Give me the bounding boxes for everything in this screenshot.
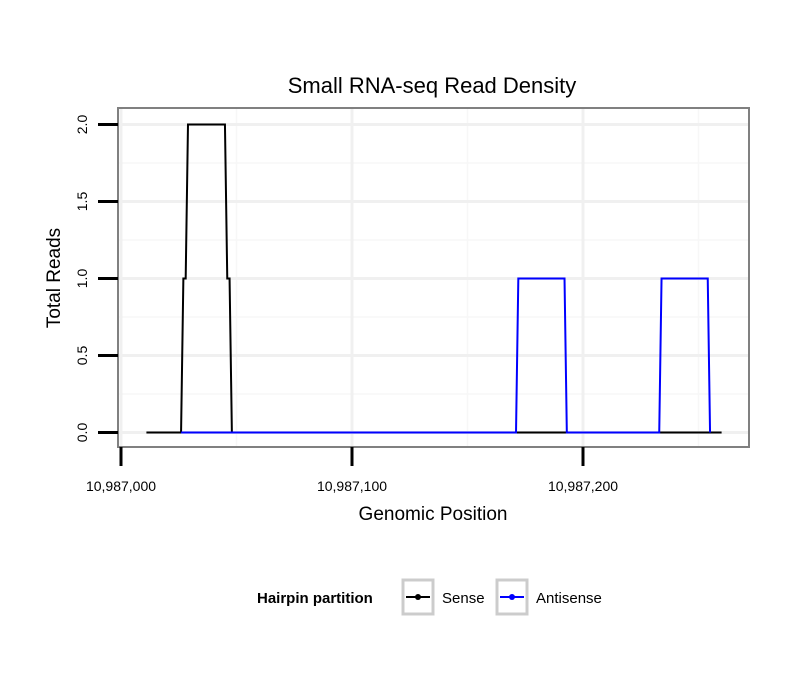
legend-items: Sense Antisense [401,578,602,616]
y-tick-label: 2.0 [74,115,90,135]
legend-title: Hairpin partition [257,590,373,607]
legend-label: Antisense [536,590,602,607]
legend: Hairpin partition Sense Antisense [257,578,602,616]
legend-item-antisense: Antisense [495,578,602,616]
legend-item-sense: Sense [401,578,485,616]
x-axis-title: Genomic Position [359,504,508,525]
y-tick-label: 0.0 [74,423,90,443]
x-tick-label: 10,987,200 [548,478,618,494]
series-line-sense [146,123,722,434]
legend-key-point [509,594,515,600]
x-tick-label: 10,987,100 [317,478,387,494]
legend-key-point [415,594,421,600]
y-axis: 0.0 0.5 1.0 1.5 2.0 [74,115,118,443]
y-tick-label: 0.5 [74,346,90,366]
x-tick-label: 10,987,000 [86,478,156,494]
x-axis: 10,987,000 10,987,100 10,987,200 [86,447,618,494]
legend-label: Sense [442,590,485,607]
chart-title: Small RNA-seq Read Density [288,73,577,98]
y-axis-title: Total Reads [44,228,65,328]
y-tick-label: 1.5 [74,192,90,212]
y-tick-label: 1.0 [74,269,90,289]
grid [118,108,749,447]
series-line-antisense [181,277,712,434]
series-layer [146,123,722,434]
